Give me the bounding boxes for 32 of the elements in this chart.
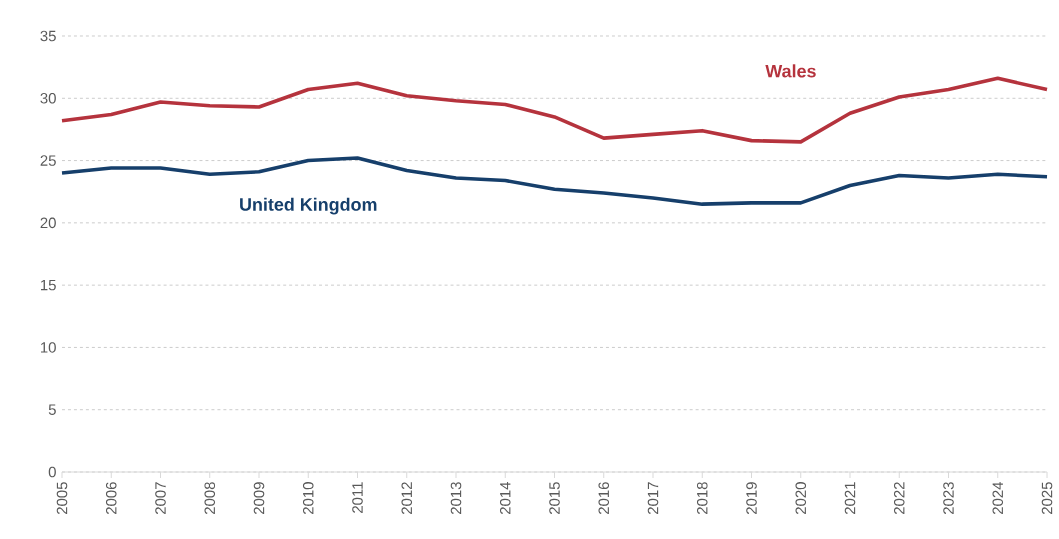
x-tick-label: 2023 xyxy=(943,482,954,515)
x-tick-label: 2016 xyxy=(598,482,610,515)
x-tick-label: 2006 xyxy=(105,482,117,515)
x-tick-label: 2017 xyxy=(647,482,659,515)
x-tick-label: 2013 xyxy=(450,482,462,515)
x-tick-label: 2011 xyxy=(352,482,363,513)
x-tick-label: 2021 xyxy=(844,482,856,515)
y-tick-label: 10 xyxy=(41,342,56,353)
x-tick-label: 2019 xyxy=(746,482,757,515)
x-tick-label: 2007 xyxy=(155,482,166,515)
x-tick-label: 2005 xyxy=(56,482,68,515)
x-tick-label: 2020 xyxy=(795,482,807,515)
line-series xyxy=(60,76,1049,144)
x-tick-label: 2008 xyxy=(204,482,216,515)
y-tick-label: 30 xyxy=(40,92,56,104)
y-tick-label: 25 xyxy=(40,155,56,166)
x-tick-label: 2009 xyxy=(253,482,265,515)
x-tick-label: 2012 xyxy=(401,482,413,515)
x-tick-label: 2025 xyxy=(1041,482,1053,515)
x-tick-label: 2014 xyxy=(499,481,511,515)
y-tick-label: 15 xyxy=(41,279,56,291)
y-tick-label: 35 xyxy=(40,30,56,42)
y-tick-label: 0 xyxy=(48,466,56,478)
y-tick-label: 20 xyxy=(40,217,56,229)
x-tick-label: 2015 xyxy=(549,482,560,515)
series-label: United Kingdom xyxy=(240,197,377,215)
y-tick-label: 5 xyxy=(48,404,56,415)
x-tick-label: 2024 xyxy=(992,481,1004,515)
text: Wales xyxy=(765,64,816,78)
x-tick-label: 2022 xyxy=(893,482,905,515)
x-tick-label: 2010 xyxy=(302,482,314,515)
x-tick-label: 2018 xyxy=(696,482,708,515)
